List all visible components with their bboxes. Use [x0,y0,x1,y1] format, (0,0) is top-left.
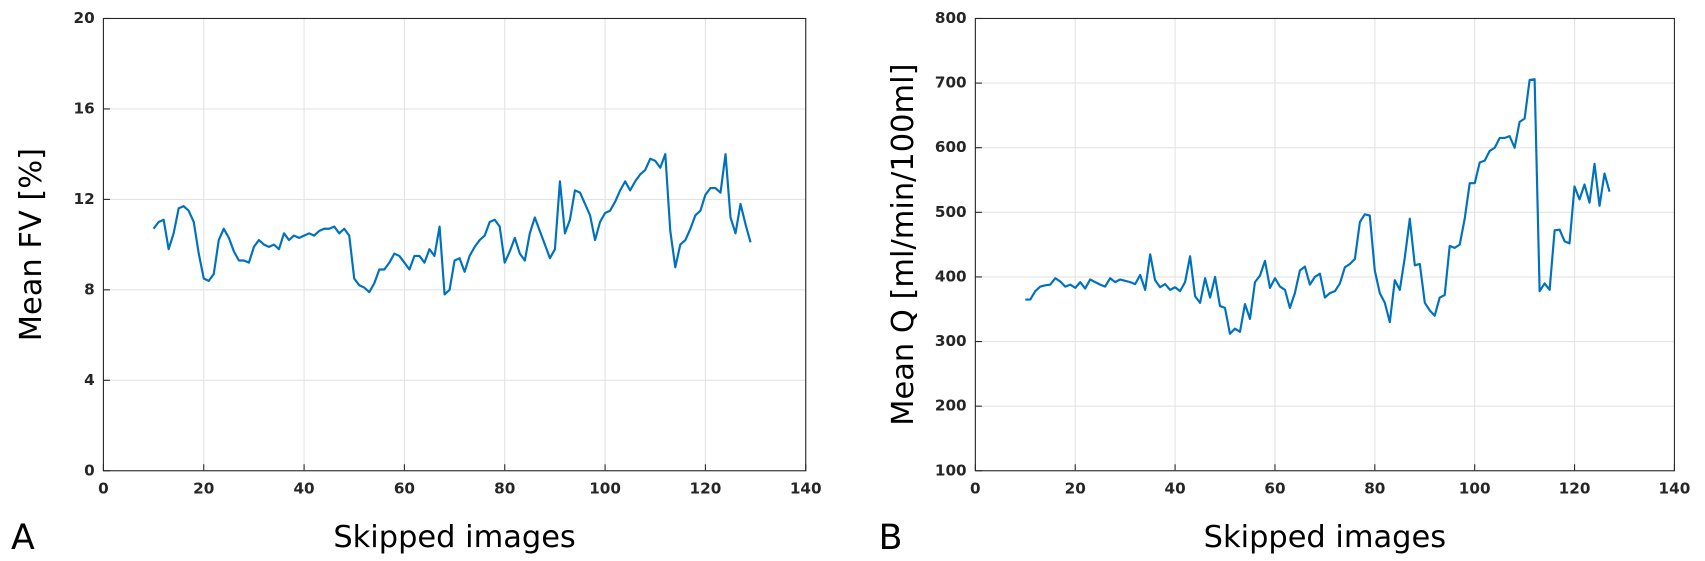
x-tick-label: 40 [293,480,314,498]
y-tick-label: 300 [935,332,967,350]
y-tick-label: 200 [935,397,967,415]
x-tick-label: 100 [589,480,621,498]
y-tick-label: 4 [84,371,95,389]
y-axis-label: Mean Q [ml/min/100ml] [886,64,921,426]
x-tick-label: 60 [1264,480,1285,498]
y-tick-label: 8 [84,280,95,298]
x-tick-label: 120 [690,480,722,498]
y-tick-label: 500 [935,203,967,221]
y-tick-label: 100 [935,461,967,479]
x-axis-label: Skipped images [1204,520,1446,555]
x-tick-label: 20 [193,480,214,498]
data-line [152,153,752,296]
x-tick-label: 0 [970,480,981,498]
panel-label: A [11,518,35,558]
data-line [1025,78,1611,335]
x-axis-label: Skipped images [333,520,575,555]
y-tick-label: 400 [935,267,967,285]
y-tick-label: 700 [935,74,967,92]
y-tick-label: 800 [935,9,967,27]
x-tick-label: 80 [1364,480,1385,498]
y-tick-label: 20 [74,9,95,27]
x-tick-label: 100 [1459,480,1491,498]
y-tick-label: 0 [84,461,95,479]
y-axis-label: Mean FV [%] [14,148,49,341]
panel-label: B [879,518,903,558]
plot-frame [974,17,1675,472]
x-tick-label: 140 [790,480,822,498]
x-tick-label: 20 [1065,480,1086,498]
x-tick-label: 80 [494,480,515,498]
x-tick-label: 120 [1559,480,1591,498]
y-tick-label: 16 [74,99,95,117]
x-tick-label: 0 [98,480,109,498]
x-tick-label: 60 [394,480,415,498]
y-tick-label: 12 [74,190,95,208]
x-tick-label: 40 [1164,480,1185,498]
plot-frame [102,17,807,472]
x-tick-label: 140 [1659,480,1691,498]
y-tick-label: 600 [935,138,967,156]
